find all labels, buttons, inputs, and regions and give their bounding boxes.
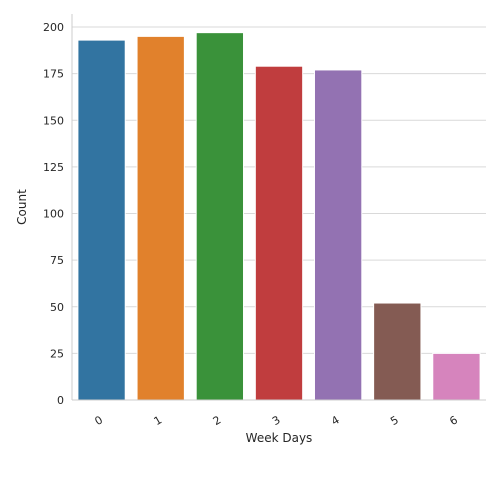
x-tick-label: 6 <box>447 413 460 428</box>
bar-1 <box>137 36 184 400</box>
y-tick-label: 25 <box>50 347 64 360</box>
bar-4 <box>314 70 361 400</box>
bar-2 <box>196 33 243 400</box>
x-tick-label: 1 <box>152 413 165 428</box>
y-tick-label: 0 <box>57 394 64 407</box>
y-tick-label: 200 <box>43 21 64 34</box>
y-tick-labels: 0 25 50 75 100 125 150 175 200 <box>43 21 64 407</box>
y-tick-label: 100 <box>43 208 64 221</box>
bars <box>78 33 480 400</box>
x-tick-label: 4 <box>329 413 342 428</box>
x-tick-label: 2 <box>211 413 224 428</box>
bar-0 <box>78 40 125 400</box>
y-tick-label: 150 <box>43 114 64 127</box>
x-tick-label: 5 <box>388 413 401 428</box>
y-tick-label: 175 <box>43 68 64 81</box>
x-axis-label: Week Days <box>246 431 313 445</box>
bar-5 <box>374 303 421 400</box>
bar-6 <box>433 353 480 400</box>
bar-3 <box>255 66 302 400</box>
y-tick-label: 50 <box>50 301 64 314</box>
y-tick-label: 125 <box>43 161 64 174</box>
y-axis-label: Count <box>15 189 29 225</box>
x-tick-label: 0 <box>93 413 106 428</box>
x-tick-labels: 0 1 2 3 4 5 6 <box>93 413 460 428</box>
y-tick-label: 75 <box>50 254 64 267</box>
x-tick-label: 3 <box>270 413 283 428</box>
